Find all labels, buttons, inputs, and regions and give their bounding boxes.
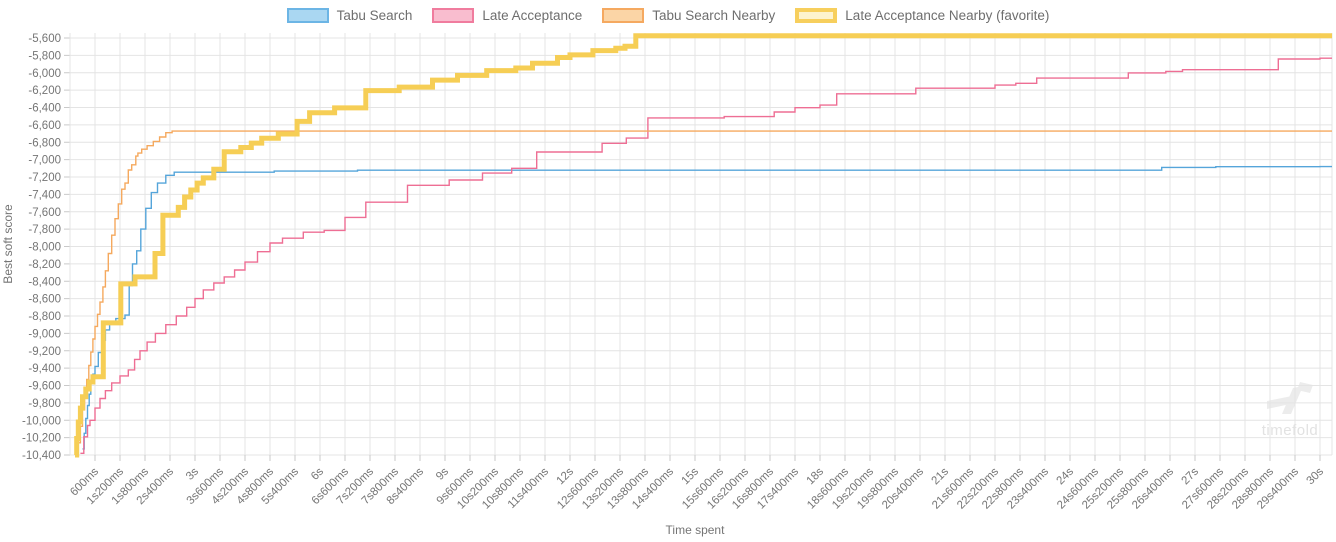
legend-label: Late Acceptance Nearby (favorite)	[845, 8, 1050, 23]
legend-item-tabu-search[interactable]: Tabu Search	[286, 8, 413, 23]
series-line-tabu-search-nearby	[78, 130, 1332, 444]
chart-legend: Tabu Search Late Acceptance Tabu Search Ne…	[0, 8, 1336, 23]
y-tick-label: -8,600	[28, 294, 61, 306]
timefold-watermark: timefold	[1260, 382, 1320, 439]
y-tick-label: -7,800	[28, 224, 61, 236]
y-tick-label: -10,400	[22, 450, 61, 462]
y-tick-label: -8,800	[28, 311, 61, 323]
y-tick-label: -6,400	[28, 103, 61, 115]
y-tick-label: -7,600	[28, 207, 61, 219]
timefold-logo-icon	[1267, 382, 1313, 414]
y-tick-label: -6,600	[28, 120, 61, 132]
legend-swatch-tabu-search	[286, 8, 329, 23]
x-tick-label: 3s	[184, 465, 201, 482]
series-line-late-acceptance-nearby-favorite	[74, 33, 1332, 458]
legend-label: Tabu Search Nearby	[652, 8, 776, 23]
y-tick-label: -7,000	[28, 155, 61, 167]
y-tick-label: -8,400	[28, 276, 61, 288]
y-tick-label: -7,400	[28, 189, 61, 201]
y-tick-label: -6,800	[28, 137, 61, 149]
legend-label: Tabu Search	[336, 8, 413, 23]
x-axis-title: Time spent	[665, 523, 725, 537]
y-tick-label: -6,200	[28, 85, 61, 97]
y-tick-label: -7,200	[28, 172, 61, 184]
legend-label: Late Acceptance	[482, 8, 583, 23]
y-tick-label: -6,000	[28, 68, 61, 80]
y-tick-label: -10,200	[22, 433, 61, 445]
y-tick-label: -8,200	[28, 259, 61, 271]
watermark-text: timefold	[1261, 422, 1319, 439]
y-tick-label: -5,600	[28, 33, 61, 45]
legend-item-late-acceptance[interactable]: Late Acceptance	[432, 8, 582, 23]
legend-swatch-late-acceptance-nearby-favorite	[795, 8, 838, 23]
legend-item-tabu-search-nearby[interactable]: Tabu Search Nearby	[602, 8, 775, 23]
legend-swatch-tabu-search-nearby	[602, 8, 645, 23]
y-tick-label: -9,800	[28, 398, 61, 410]
y-tick-label: -5,800	[28, 50, 61, 62]
y-tick-label: -9,400	[28, 363, 61, 375]
x-tick-label: 30s	[1305, 465, 1327, 487]
series-line-late-acceptance	[80, 57, 1332, 454]
x-tick-label: 9s	[434, 465, 451, 482]
x-tick-label: 6s	[309, 465, 326, 482]
y-tick-label: -8,000	[28, 242, 61, 254]
legend-item-late-acceptance-nearby-favorite[interactable]: Late Acceptance Nearby (favorite)	[795, 8, 1049, 23]
y-tick-label: -10,000	[22, 415, 61, 427]
y-tick-label: -9,000	[28, 328, 61, 340]
legend-swatch-late-acceptance	[432, 8, 475, 23]
y-tick-label: -9,600	[28, 381, 61, 393]
series-line-tabu-search	[82, 165, 1332, 450]
y-tick-label: -9,200	[28, 346, 61, 358]
